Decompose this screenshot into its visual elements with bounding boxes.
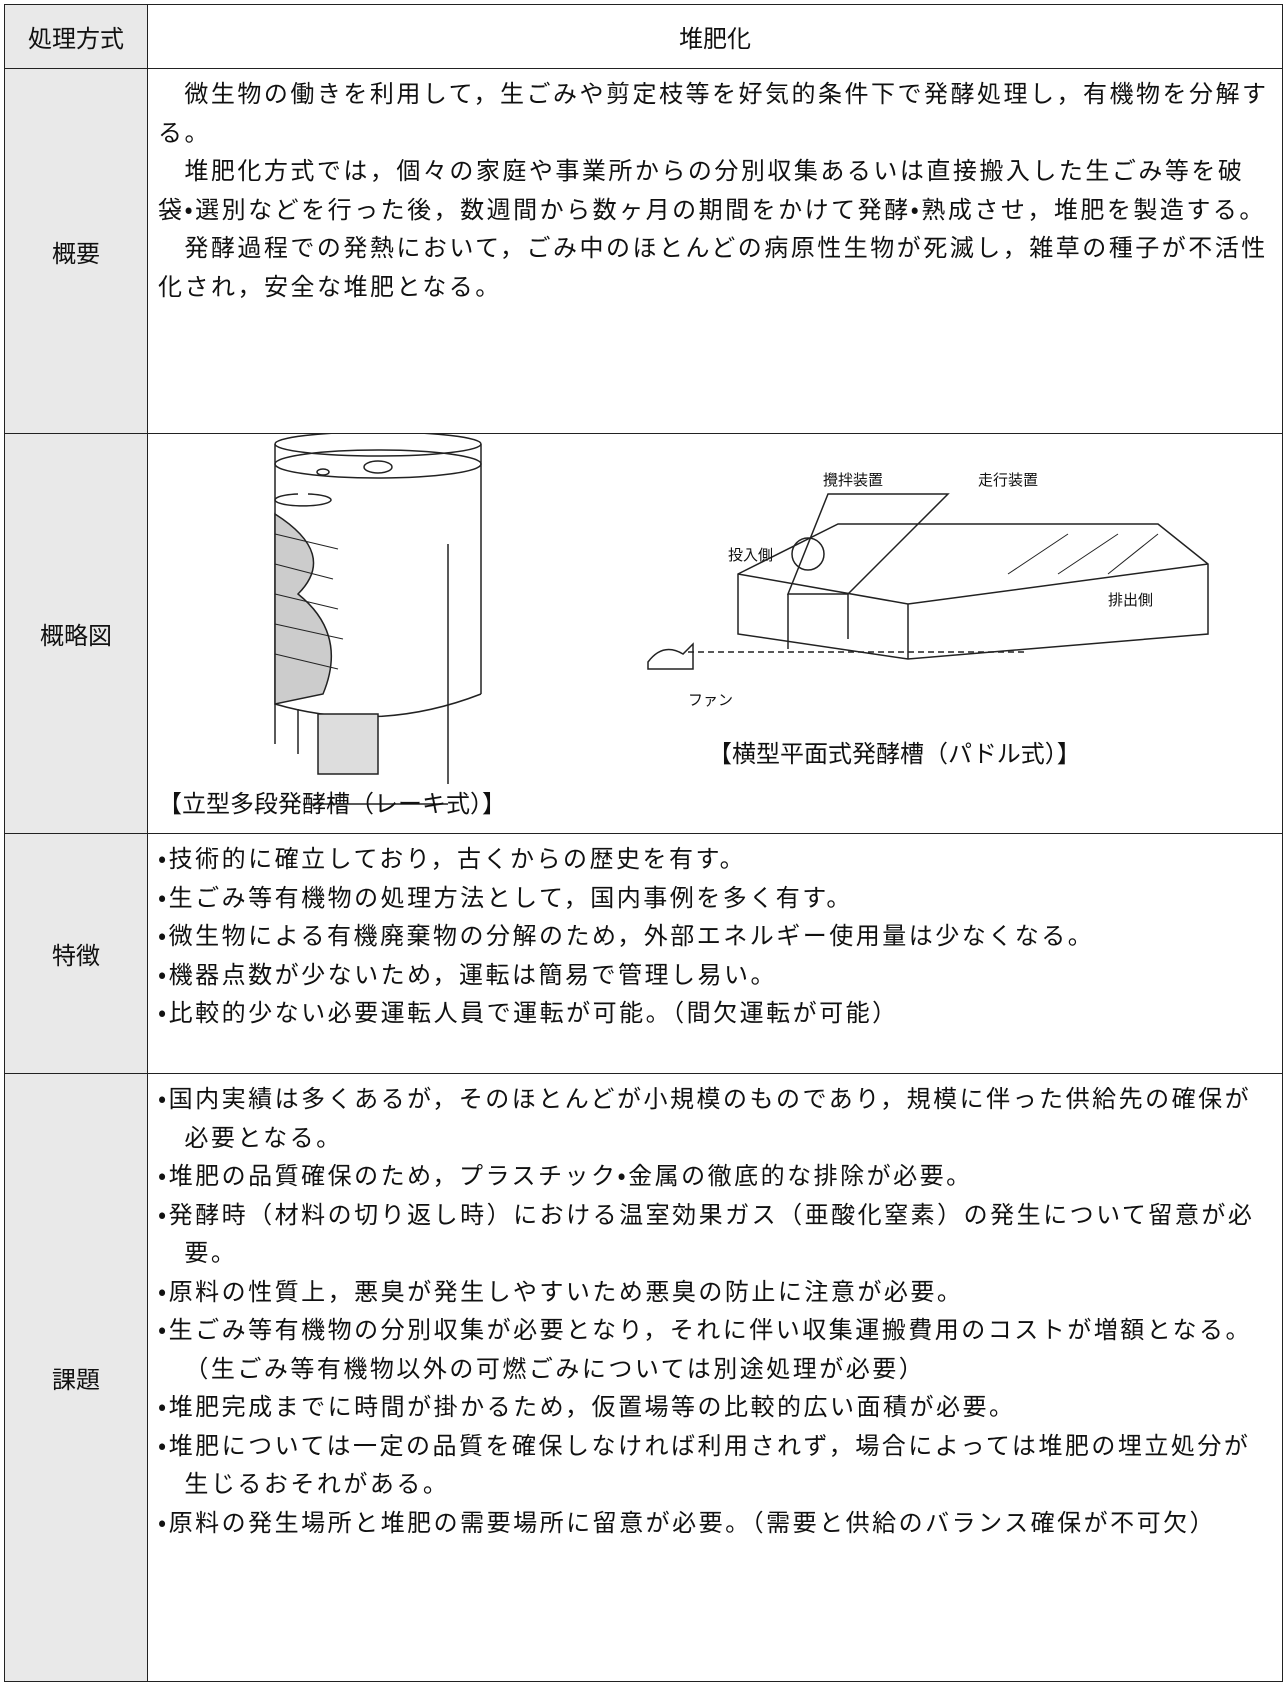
diagram-label: ファン: [688, 691, 734, 709]
list-item: ・機器点数が少ないため，運転は簡易で管理し易い。: [158, 960, 777, 989]
diagram-label: 攪拌装置: [823, 471, 884, 489]
paragraph: 堆肥化方式では，個々の家庭や事業所からの分別収集あるいは直接搬入した生ごみ等を破…: [158, 157, 1266, 224]
overview-text: 微生物の働きを利用して，生ごみや剪定枝等を好気的条件下で発酵処理し，有機物を分解…: [148, 69, 1282, 434]
list-item: ・原料の発生場所と堆肥の需要場所に留意が必要。（需要と供給のバランス確保が不可欠…: [158, 1508, 1217, 1537]
diagram-label: 投入側: [728, 546, 774, 564]
paragraph: 微生物の働きを利用して，生ごみや剪定枝等を好気的条件下で発酵処理し，有機物を分解…: [158, 80, 1269, 147]
diagram-cell: 【立型多段発酵槽（レーキ式）】 【横型平面式発酵槽（パドル式）】 攪拌装置 走行装置投…: [148, 434, 1282, 834]
list-item: ・微生物による有機廃棄物の分解のため，外部エネルギー使用量は少なくなる。: [158, 922, 1095, 950]
list-item: ・技術的に確立しており，古くからの歴史を有す。: [158, 845, 747, 873]
list-item: ・堆肥の品質確保のため，プラスチック・金属の徹底的な排除が必要。: [158, 1162, 973, 1190]
list-item: ・国内実績は多くあるが，そのほとんどが小規模のものであり，規模に伴った供給先の確…: [158, 1085, 1252, 1152]
row-label: 概要: [5, 69, 148, 434]
list-item: ・堆肥については一定の品質を確保しなければ利用されず，場合によっては堆肥の埋立処…: [158, 1431, 1251, 1499]
row-label: 課題: [5, 1074, 148, 1681]
list-item: ・発酵時（材料の切り返し時）における温室効果ガス（亜酸化窒素）の発生について留意…: [158, 1200, 1255, 1268]
row-label: 概略図: [5, 434, 148, 834]
header-title: 堆肥化: [148, 5, 1282, 69]
list-item: ・比較的少ない必要運転人員で運転が可能。（間欠運転が可能）: [158, 999, 899, 1027]
comparison-table: 処理方式 堆肥化 概要 微生物の働きを利用して，生ごみや剪定枝等を好気的条件下で…: [4, 4, 1283, 1682]
issues-list: ・国内実績は多くあるが，そのほとんどが小規模のものであり，規模に伴った供給先の確…: [148, 1074, 1282, 1681]
diagram-label: 走行装置: [978, 471, 1039, 489]
list-item: ・生ごみ等有機物の処理方法として，国内事例を多く有す。: [158, 883, 853, 912]
list-item: ・生ごみ等有機物の分別収集が必要となり，それに伴い収集運搬費用のコストが増額とな…: [158, 1316, 1253, 1383]
features-list: ・技術的に確立しており，古くからの歴史を有す。・生ごみ等有機物の処理方法として，…: [148, 834, 1282, 1074]
figure-caption: 【立型多段発酵槽（レーキ式）】: [158, 790, 506, 818]
diagram-label: 排出側: [1108, 591, 1154, 609]
figure-caption: 【横型平面式発酵槽（パドル式）】: [708, 740, 1081, 768]
paragraph: 発酵過程での発熱において，ごみ中のほとんどの病原性生物が死滅し，雑草の種子が不活…: [158, 234, 1268, 301]
header-label: 処理方式: [5, 5, 148, 69]
list-item: ・原料の性質上，悪臭が発生しやすいため悪臭の防止に注意が必要。: [158, 1277, 964, 1306]
list-item: ・堆肥完成までに時間が掛かるため，仮置場等の比較的広い面積が必要。: [158, 1393, 1016, 1421]
diagrams: [274, 434, 1209, 805]
row-label: 特徴: [5, 834, 148, 1074]
